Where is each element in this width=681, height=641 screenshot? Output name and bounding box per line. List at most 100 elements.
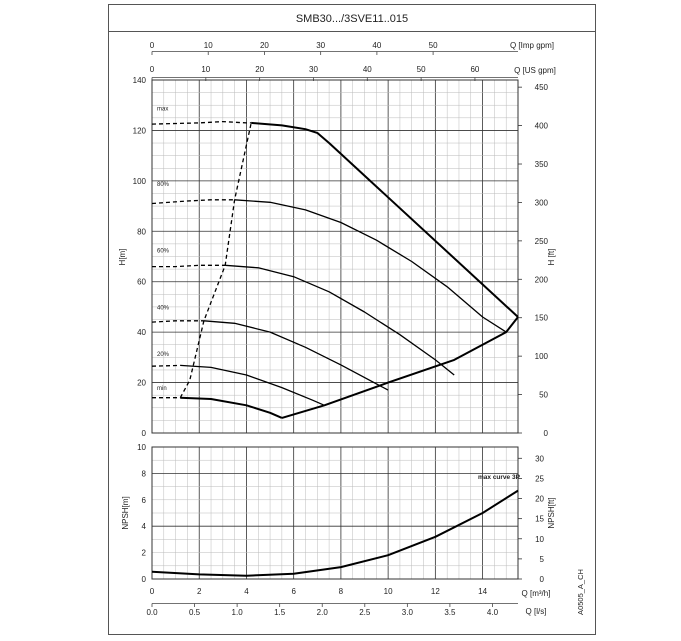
curve-label-80pct: 80% bbox=[157, 182, 170, 188]
us-gpm-tick-label: 20 bbox=[255, 65, 264, 74]
h-m-axis-label: H[m] bbox=[118, 249, 127, 266]
h-m-tick-label: 40 bbox=[137, 328, 146, 337]
curve-20pct-dashed bbox=[151, 364, 181, 367]
q-ls-tick-label: 4.0 bbox=[487, 608, 499, 617]
q-ls-tick-label: 2.5 bbox=[359, 608, 371, 617]
q-m3h-tick-label: 10 bbox=[384, 587, 393, 596]
q-m3h-tick-label: 0 bbox=[150, 587, 155, 596]
npsh-ft-tick-label: 25 bbox=[535, 474, 544, 483]
bottom-axis-ls: 0.0 0.5 1.0 1.5 2.0 2.5 3.0 3.5 4.0 Q [l/s] bbox=[146, 603, 547, 617]
imp-gpm-tick-label: 40 bbox=[372, 41, 381, 50]
top-axis-imp-gpm: 0 10 20 30 40 50 Q [Imp gpm] bbox=[150, 41, 554, 55]
curve-40pct-dashed bbox=[151, 320, 204, 323]
q-m3h-tick-label: 8 bbox=[339, 587, 344, 596]
top-axis-us-gpm: 0 10 20 30 40 50 60 Q [US gpm] bbox=[150, 65, 556, 81]
h-m-tick-label: 140 bbox=[133, 76, 147, 85]
head-plot-frame bbox=[151, 79, 519, 434]
q-m3h-tick-label: 14 bbox=[478, 587, 487, 596]
q-ls-tick-label: 3.5 bbox=[444, 608, 456, 617]
imp-gpm-label: Q [Imp gpm] bbox=[510, 41, 554, 50]
us-gpm-tick-label: 0 bbox=[150, 65, 155, 74]
npsh-ft-tick-label: 5 bbox=[540, 555, 545, 564]
h-ft-tick-label: 400 bbox=[535, 122, 549, 131]
npsh-m-tick-label: 0 bbox=[142, 575, 147, 584]
curve-label-40pct: 40% bbox=[157, 305, 170, 311]
npsh-m-axis-label: NPSH[m] bbox=[121, 496, 130, 529]
q-m3h-label: Q [m³/h] bbox=[522, 589, 551, 598]
h-ft-tick-label: 150 bbox=[535, 314, 549, 323]
q-ls-label: Q [l/s] bbox=[526, 607, 547, 616]
npsh-ft-tick-label: 20 bbox=[535, 495, 544, 504]
curve-label-max: max bbox=[157, 106, 168, 112]
q-ls-tick-label: 0.0 bbox=[146, 608, 158, 617]
curve-min bbox=[180, 396, 283, 419]
outer-frame bbox=[108, 4, 596, 635]
drawing-code: A0505_A_CH bbox=[576, 569, 585, 615]
q-m3h-tick-label: 4 bbox=[244, 587, 249, 596]
npsh-curve-max-3p bbox=[151, 489, 519, 577]
curve-80pct bbox=[234, 199, 507, 333]
npsh-m-tick-label: 2 bbox=[142, 549, 147, 558]
h-ft-tick-label: 100 bbox=[535, 352, 549, 361]
bottom-axis-m3h: 0 2 4 6 8 10 12 14 Q [m³/h] bbox=[150, 587, 551, 598]
imp-gpm-tick-label: 0 bbox=[150, 41, 155, 50]
npsh-m-tick-label: 10 bbox=[137, 443, 146, 452]
h-ft-tick-label: 300 bbox=[535, 198, 549, 207]
npsh-ft-axis-label: NPSH[ft] bbox=[547, 497, 556, 528]
curve-max-dashed bbox=[151, 120, 252, 125]
imp-gpm-tick-label: 30 bbox=[316, 41, 325, 50]
curve-label-60pct: 60% bbox=[157, 249, 170, 255]
curve-label-20pct: 20% bbox=[157, 352, 170, 358]
q-ls-tick-label: 0.5 bbox=[189, 608, 201, 617]
curve-60pct-dashed bbox=[152, 264, 226, 268]
h-ft-tick-label: 50 bbox=[539, 391, 548, 400]
q-ls-tick-label: 3.0 bbox=[402, 608, 414, 617]
head-plot: 0 20 40 60 80 100 120 140 0 50 100 150 200 250 300 350… bbox=[118, 76, 556, 438]
h-ft-tick-label: 250 bbox=[535, 237, 549, 246]
npsh-m-tick-label: 8 bbox=[142, 469, 147, 478]
npsh-m-tick-label: 4 bbox=[142, 522, 147, 531]
us-gpm-label: Q [US gpm] bbox=[514, 66, 556, 75]
chart-title: SMB30.../3SVE11..015 bbox=[296, 13, 408, 25]
q-ls-tick-label: 1.5 bbox=[274, 608, 286, 617]
curve-80pct-dashed bbox=[151, 199, 235, 205]
curve-max bbox=[251, 121, 519, 318]
npsh-m-tick-label: 6 bbox=[142, 496, 147, 505]
q-ls-tick-label: 1.0 bbox=[232, 608, 244, 617]
us-gpm-tick-label: 10 bbox=[201, 65, 210, 74]
npsh-ft-tick-label: 30 bbox=[535, 454, 544, 463]
q-m3h-tick-label: 6 bbox=[291, 587, 296, 596]
us-gpm-tick-label: 50 bbox=[417, 65, 426, 74]
q-ls-tick-label: 2.0 bbox=[317, 608, 329, 617]
h-ft-axis-label: H [ft] bbox=[547, 249, 556, 266]
h-ft-tick-label: 350 bbox=[535, 160, 549, 169]
curve-60pct bbox=[225, 264, 455, 376]
h-m-tick-label: 120 bbox=[133, 126, 147, 135]
us-gpm-tick-label: 60 bbox=[470, 65, 479, 74]
h-ft-tick-label: 450 bbox=[535, 83, 549, 92]
imp-gpm-tick-label: 50 bbox=[429, 41, 438, 50]
h-ft-tick-label: 0 bbox=[544, 429, 549, 438]
q-m3h-tick-label: 12 bbox=[431, 587, 440, 596]
npsh-ft-tick-label: 0 bbox=[540, 575, 545, 584]
h-m-tick-label: 20 bbox=[137, 379, 146, 388]
curve-40pct bbox=[203, 320, 389, 391]
h-m-tick-label: 100 bbox=[133, 177, 147, 186]
h-m-tick-label: 60 bbox=[137, 278, 146, 287]
npsh-legend: max curve 3P bbox=[478, 474, 521, 481]
h-m-tick-label: 80 bbox=[137, 227, 146, 236]
us-gpm-tick-label: 30 bbox=[309, 65, 318, 74]
h-ft-tick-label: 200 bbox=[535, 275, 549, 284]
q-m3h-tick-label: 2 bbox=[197, 587, 202, 596]
curve-envelope bbox=[281, 316, 519, 419]
npsh-ft-tick-label: 10 bbox=[535, 535, 544, 544]
npsh-plot-frame bbox=[151, 446, 519, 580]
curve-label-min: min bbox=[157, 386, 167, 392]
us-gpm-tick-label: 40 bbox=[363, 65, 372, 74]
npsh-plot: 0 2 4 6 8 10 0 5 10 15 20 25 30 NPSH[m] NPSH[ft] ma… bbox=[121, 443, 556, 584]
curve-20pct bbox=[180, 364, 325, 406]
imp-gpm-tick-label: 10 bbox=[204, 41, 213, 50]
imp-gpm-tick-label: 20 bbox=[260, 41, 269, 50]
min-flow-boundary-dashed bbox=[179, 122, 252, 399]
